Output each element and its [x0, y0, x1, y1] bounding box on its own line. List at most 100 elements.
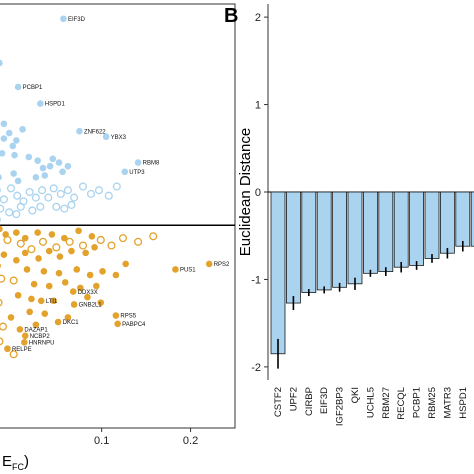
scatter-labeled-point	[102, 133, 110, 141]
scatter-point	[30, 280, 38, 288]
scatter-point	[61, 234, 68, 242]
bar-y-tick-label: -2	[251, 362, 261, 374]
scatter-open-point	[0, 322, 8, 331]
scatter-open-point	[96, 235, 105, 245]
scatter-labeled-point	[70, 301, 78, 308]
scatter-point-label: HSPD1	[45, 102, 66, 108]
scatter-point-label: NCBP2	[30, 334, 51, 340]
scatter-point	[84, 293, 91, 301]
scatter-labeled-point	[112, 312, 120, 319]
scatter-labeled-point	[14, 83, 22, 91]
scatter-open-point	[16, 202, 25, 211]
scatter-point-label: RBM8	[143, 161, 160, 167]
scatter-open-point	[25, 187, 34, 197]
scatter-point-label: DKC1	[63, 320, 80, 326]
bars-layer	[270, 191, 474, 355]
scatter-open-point	[12, 210, 21, 219]
scatter-labeled-point	[134, 159, 142, 166]
scatter-x-tick-label: 0.2	[183, 435, 198, 447]
bar-category-label: RBM27	[381, 387, 392, 419]
scatter-labeled-point	[37, 297, 45, 305]
scatter-point	[35, 255, 42, 262]
scatter-point	[13, 229, 20, 236]
scatter-point	[88, 232, 96, 240]
scatter-point	[48, 231, 56, 238]
scatter-point	[2, 231, 9, 238]
scatter-point	[13, 256, 20, 264]
scatter-x-axis-title: EFC)	[2, 453, 29, 472]
scatter-point	[68, 247, 75, 255]
scatter-point-label: DDX3X	[78, 290, 98, 296]
scatter-point	[40, 268, 48, 275]
scatter-point	[0, 225, 3, 233]
scatter-point	[39, 164, 47, 172]
bar-category-label: CIRBP	[304, 387, 315, 416]
bar	[270, 191, 286, 355]
error-bars-layer	[277, 240, 464, 369]
scatter-open-point	[5, 208, 14, 217]
scatter-point	[34, 157, 41, 164]
scatter-labeled-point	[172, 266, 179, 273]
bar-category-label: CSTF2	[273, 387, 284, 417]
scatter-labeled-point	[21, 332, 29, 340]
scatter-point	[77, 284, 84, 292]
scatter-open-point	[63, 186, 72, 195]
scatter-point	[56, 253, 64, 260]
scatter-labeled-point	[16, 326, 24, 333]
bar-y-tick-label: 1	[255, 100, 261, 112]
scatter-open-point	[118, 234, 128, 243]
scatter-labeled-point	[205, 260, 213, 268]
scatter-open-point	[16, 239, 25, 248]
scatter-point	[86, 271, 94, 279]
bar-category-label: RBM25	[427, 387, 438, 419]
scatter-point	[49, 155, 57, 163]
bar	[378, 191, 394, 272]
scatter-open-point	[9, 350, 18, 359]
scatter-point	[122, 260, 129, 268]
bar	[332, 191, 348, 288]
scatter-open-point	[52, 243, 61, 252]
scatter-open-point	[38, 186, 47, 195]
scatter-point	[26, 308, 33, 316]
scatter-labeled-point	[54, 318, 62, 326]
scatter-point-label: ZNF622	[84, 129, 106, 135]
scatter-open-point	[0, 337, 4, 346]
scatter-labeled-point	[4, 345, 11, 353]
scatter-labeled-point	[114, 320, 121, 328]
scatter-point-label: RELPE	[12, 347, 32, 353]
scatter-open-point	[86, 189, 96, 198]
scatter-point	[10, 170, 17, 177]
scatter-point-label: LTI1	[46, 299, 58, 305]
scatter-point	[7, 314, 15, 321]
scatter-point	[34, 229, 41, 236]
scatter-x-axis-title-sub: FC	[12, 462, 24, 472]
open-points-layer	[0, 182, 158, 359]
scatter-point	[99, 268, 106, 275]
scatter-point-label: RPS2	[214, 262, 230, 268]
scatter-open-point	[56, 189, 65, 198]
bar-y-tick-label: 0	[255, 187, 261, 199]
bar-category-label: UCHL5	[365, 387, 376, 418]
scatter-point-label: PABPC4	[122, 322, 146, 328]
bar	[424, 191, 440, 259]
bar-y-ticks: -2 -1 0 1 2	[251, 12, 268, 374]
bar	[362, 191, 378, 274]
scatter-point	[25, 153, 33, 161]
bar-y-tick-label: -1	[251, 274, 261, 286]
scatter-open-point	[9, 276, 18, 285]
scatter-open-point	[0, 298, 3, 307]
scatter-open-point	[49, 184, 58, 193]
scatter-open-point	[104, 191, 113, 200]
scatter-point-label: EIF3D	[68, 17, 86, 23]
scatter-open-point	[70, 193, 79, 202]
scatter-point	[64, 162, 72, 170]
scatter-point	[50, 297, 57, 305]
scatter-open-point	[0, 274, 6, 283]
scatter-open-point	[134, 237, 143, 246]
scatter-point	[0, 263, 1, 269]
scatter-point-label: YBX3	[111, 135, 127, 141]
scatter-point	[0, 59, 3, 67]
scatter-point	[23, 266, 31, 273]
scatter-point	[21, 249, 29, 257]
